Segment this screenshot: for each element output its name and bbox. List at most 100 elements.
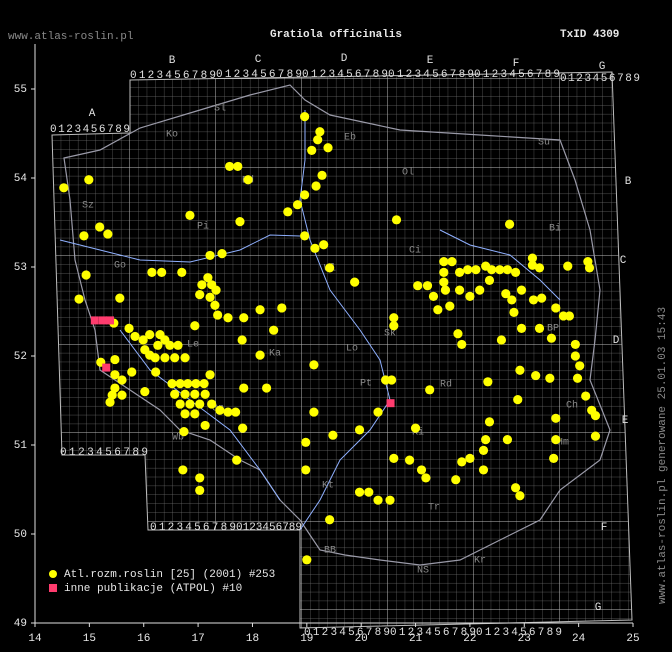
record-dot bbox=[513, 395, 523, 405]
record-dot bbox=[223, 407, 233, 417]
record-dot bbox=[453, 329, 463, 339]
record-dot bbox=[478, 445, 489, 455]
region-label: Ci bbox=[409, 245, 421, 257]
record-dot bbox=[307, 145, 317, 156]
record-dot bbox=[175, 378, 185, 389]
record-dot bbox=[211, 285, 221, 295]
record-dot bbox=[457, 339, 467, 350]
record-dot bbox=[487, 265, 497, 275]
record-dot bbox=[516, 323, 527, 334]
record-dot bbox=[410, 423, 421, 433]
y-tick-label: 52 bbox=[14, 351, 27, 363]
record-dot bbox=[105, 397, 115, 407]
record-dot bbox=[185, 399, 195, 409]
record-dot bbox=[309, 360, 319, 370]
record-dot bbox=[421, 473, 431, 483]
record-dot bbox=[309, 407, 319, 417]
record-dot bbox=[389, 321, 399, 331]
record-dot bbox=[484, 417, 495, 427]
record-dot bbox=[502, 435, 513, 445]
x-tick-label: 19 bbox=[300, 633, 313, 645]
region-label: Sl bbox=[214, 103, 226, 115]
y-tick-label: 49 bbox=[14, 618, 27, 630]
legend-swatch bbox=[49, 570, 57, 578]
record-dot bbox=[416, 465, 427, 475]
record-dot bbox=[180, 353, 190, 363]
record-dot bbox=[317, 170, 327, 180]
record-dot bbox=[117, 375, 127, 385]
atpol-letter: B bbox=[625, 176, 632, 188]
record-dot bbox=[205, 292, 215, 302]
record-dot bbox=[167, 378, 177, 389]
y-tick-label: 53 bbox=[14, 262, 27, 274]
atpol-letter: B bbox=[169, 55, 176, 67]
record-dot bbox=[454, 285, 465, 295]
region-label: Rd bbox=[440, 379, 452, 391]
record-dot bbox=[283, 207, 293, 217]
legend-label: inne publikacje (ATPOL) #10 bbox=[64, 583, 242, 595]
record-dot bbox=[195, 399, 205, 409]
record-dot bbox=[373, 495, 383, 505]
record-dot bbox=[570, 351, 580, 361]
record-dot bbox=[354, 425, 365, 435]
record-dot bbox=[180, 389, 190, 399]
record-dot bbox=[310, 243, 320, 253]
legend-swatch bbox=[49, 584, 57, 592]
record-dot bbox=[79, 231, 89, 241]
record-dot bbox=[387, 375, 397, 385]
x-tick-label: 15 bbox=[83, 633, 96, 645]
region-label: Eb bbox=[344, 132, 356, 144]
record-square bbox=[106, 316, 115, 325]
record-dot bbox=[74, 294, 84, 304]
atpol-digits: 0123456789 bbox=[236, 522, 302, 534]
record-dot bbox=[124, 323, 134, 334]
record-dot bbox=[495, 265, 505, 275]
taxon-id: TxID 4309 bbox=[560, 29, 619, 41]
generated-note: www.atlas-roslin.pl generowane 25.01.03 … bbox=[657, 307, 669, 604]
record-dot bbox=[138, 335, 148, 345]
record-dot bbox=[130, 331, 140, 342]
region-label: Lo bbox=[346, 344, 358, 355]
record-dot bbox=[373, 407, 383, 417]
river bbox=[439, 229, 561, 301]
record-dot bbox=[354, 487, 365, 497]
atpol-letter: E bbox=[622, 415, 629, 427]
map-title: Gratiola officinalis bbox=[270, 29, 402, 41]
atpol-digits: 0123456789 bbox=[560, 73, 640, 85]
x-tick-label: 24 bbox=[572, 633, 586, 645]
record-dot bbox=[570, 339, 580, 350]
atpol-letter: D bbox=[341, 53, 348, 65]
record-dot bbox=[425, 385, 435, 395]
record-dot bbox=[180, 409, 190, 419]
record-dot bbox=[575, 361, 585, 371]
region-label: Ka bbox=[269, 349, 281, 360]
record-dot bbox=[428, 291, 439, 301]
region-label: Sz bbox=[82, 201, 94, 212]
region-label: Bi bbox=[549, 223, 561, 235]
record-dot bbox=[151, 367, 161, 377]
record-dot bbox=[223, 313, 233, 323]
record-dot bbox=[422, 281, 433, 291]
record-dot bbox=[179, 427, 189, 437]
record-dot bbox=[319, 240, 329, 250]
y-tick-label: 51 bbox=[14, 440, 28, 452]
record-dot bbox=[510, 267, 521, 277]
record-dot bbox=[237, 335, 247, 345]
record-dot bbox=[350, 277, 360, 287]
record-dot bbox=[300, 111, 310, 122]
record-dot bbox=[277, 303, 287, 313]
record-dot bbox=[584, 263, 595, 273]
record-square bbox=[98, 316, 107, 325]
atpol-grid bbox=[51, 71, 633, 629]
x-tick-label: 25 bbox=[626, 633, 639, 645]
record-dot bbox=[391, 215, 402, 225]
record-dot bbox=[389, 313, 399, 323]
axes bbox=[34, 44, 633, 624]
record-dot bbox=[231, 407, 241, 417]
record-dot bbox=[200, 420, 210, 431]
record-dot bbox=[328, 430, 338, 440]
region-label: Kr bbox=[474, 556, 486, 567]
x-tick-label: 23 bbox=[518, 633, 531, 645]
record-dot bbox=[590, 411, 601, 421]
record-dot bbox=[537, 293, 547, 303]
